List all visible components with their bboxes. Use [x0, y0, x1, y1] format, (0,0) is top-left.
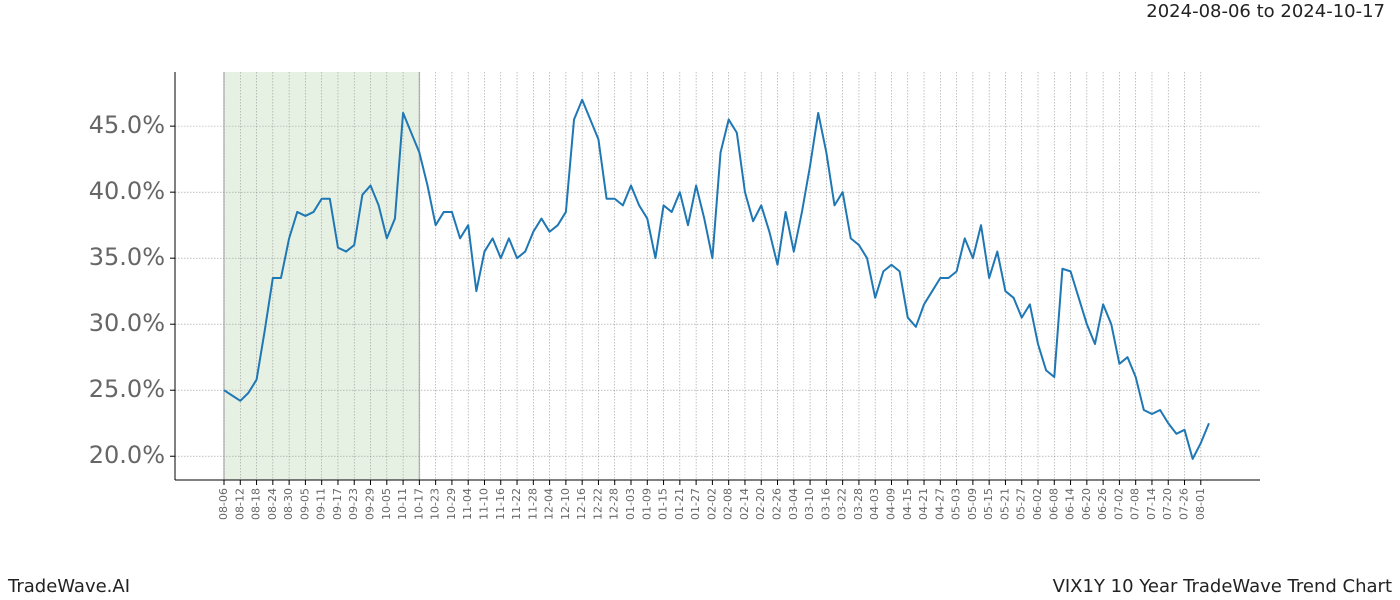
x-tick-label: 08-01: [1194, 488, 1207, 520]
plot-area: 20.0% 25.0% 30.0% 35.0% 40.0% 45.0% 08-06 08-12…: [89, 72, 1260, 520]
x-tick-label: 08-12: [233, 488, 246, 520]
x-tick-label: 02-08: [722, 488, 735, 520]
x-tick-label: 04-09: [884, 488, 897, 520]
x-tick-label: 09-11: [315, 488, 328, 520]
x-tick-label: 05-21: [998, 488, 1011, 520]
x-tick-label: 01-15: [657, 488, 670, 520]
x-tick-label: 08-18: [250, 488, 263, 520]
x-tick-label: 09-17: [331, 488, 344, 520]
x-tick-label: 07-14: [1145, 488, 1158, 520]
x-tick-label: 03-04: [787, 488, 800, 520]
x-tick-label: 10-29: [445, 488, 458, 520]
x-tick-label: 12-28: [608, 488, 621, 520]
x-tick-label: 01-09: [640, 488, 653, 520]
x-tick-label: 04-21: [917, 488, 930, 520]
x-tick-label: 02-02: [705, 488, 718, 520]
x-tick-label: 12-10: [559, 488, 572, 520]
x-tick-label: 11-04: [461, 488, 474, 520]
x-tick-label: 06-02: [1031, 488, 1044, 520]
x-tick-label: 02-20: [754, 488, 767, 520]
x-tick-label: 09-23: [347, 488, 360, 520]
x-tick-label: 12-22: [591, 488, 604, 520]
y-tick-label: 20.0%: [89, 441, 165, 469]
x-tick-label: 10-05: [380, 488, 393, 520]
x-tick-label: 03-28: [852, 488, 865, 520]
x-tick-label: 10-23: [429, 488, 442, 520]
y-tick-label: 40.0%: [89, 177, 165, 205]
footer-left: TradeWave.AI: [7, 576, 130, 597]
x-tick-label: 11-10: [477, 488, 490, 520]
x-tick-label: 09-05: [298, 488, 311, 520]
x-tick-label: 03-16: [819, 488, 832, 520]
y-tick-label: 45.0%: [89, 111, 165, 139]
x-tick-label: 04-03: [868, 488, 881, 520]
x-tick-label: 07-08: [1129, 488, 1142, 520]
x-tick-label: 05-15: [982, 488, 995, 520]
x-tick-label: 05-03: [950, 488, 963, 520]
chart-title: 2024-08-06 to 2024-10-17: [1146, 1, 1385, 22]
x-tick-label: 09-29: [364, 488, 377, 520]
x-tick-label: 02-14: [738, 488, 751, 520]
x-tick-label: 06-26: [1096, 488, 1109, 520]
x-tick-label: 01-03: [624, 488, 637, 520]
x-tick-label: 03-22: [836, 488, 849, 520]
x-tick-label: 06-08: [1047, 488, 1060, 520]
x-tick-label: 10-17: [412, 488, 425, 520]
x-tick-label: 07-02: [1112, 488, 1125, 520]
y-tick-label: 30.0%: [89, 309, 165, 337]
line-series: [223, 98, 1210, 460]
x-tick-label: 06-14: [1064, 488, 1077, 520]
x-tick-label: 08-30: [282, 488, 295, 520]
x-tick-label: 11-28: [526, 488, 539, 520]
x-tick-label: 04-27: [933, 488, 946, 520]
x-tick-label: 05-09: [966, 488, 979, 520]
footer-right: VIX1Y 10 Year TradeWave Trend Chart: [1053, 576, 1392, 597]
x-tick-label: 05-27: [1015, 488, 1028, 520]
x-tick-label: 12-16: [575, 488, 588, 520]
x-tick-label: 08-24: [266, 488, 279, 520]
x-tick-label: 06-20: [1080, 488, 1093, 520]
x-tick-label: 01-27: [689, 488, 702, 520]
y-tick-label: 35.0%: [89, 243, 165, 271]
x-tick-label: 07-20: [1161, 488, 1174, 520]
x-tick-label: 10-11: [396, 488, 409, 520]
x-tick-label: 11-22: [510, 488, 523, 520]
x-tick-label: 02-26: [771, 488, 784, 520]
x-tick-label: 01-21: [673, 488, 686, 520]
x-tick-label: 07-26: [1178, 488, 1191, 520]
x-tick-label: 04-15: [901, 488, 914, 520]
x-tick-label: 08-06: [217, 488, 230, 520]
x-tick-label: 12-04: [543, 488, 556, 520]
y-tick-label: 25.0%: [89, 375, 165, 403]
x-tick-label: 11-16: [494, 488, 507, 520]
x-tick-label: 03-10: [803, 488, 816, 520]
